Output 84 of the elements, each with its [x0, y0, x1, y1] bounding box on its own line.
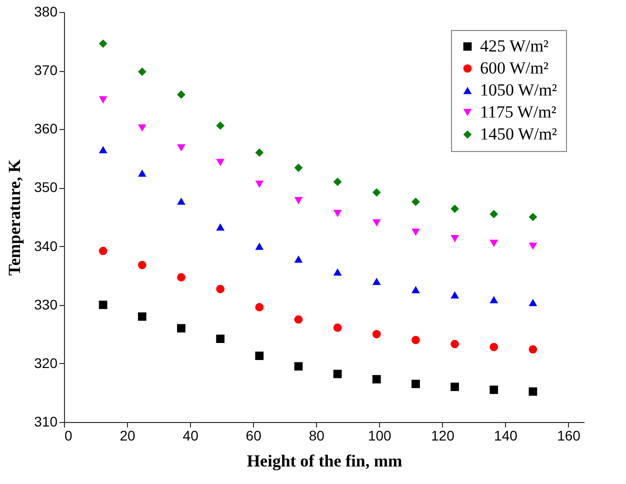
point: [372, 330, 381, 338]
point: [294, 196, 303, 204]
point: [333, 210, 342, 218]
point: [412, 286, 420, 294]
point: [216, 284, 224, 294]
point: [177, 273, 186, 282]
legend-label: 1175 W/m²: [480, 102, 556, 122]
y-tick-label: 350: [34, 179, 58, 196]
point: [528, 298, 538, 306]
point: [372, 375, 381, 384]
point: [450, 204, 459, 213]
point: [255, 148, 264, 157]
y-tick-label: 310: [34, 414, 58, 430]
point: [412, 336, 420, 344]
point: [333, 370, 342, 378]
point: [333, 324, 342, 332]
point: [138, 169, 146, 177]
legend-label: 425 W/m²: [480, 36, 549, 56]
point: [216, 158, 224, 166]
legend-label: 1050 W/m²: [480, 80, 558, 100]
point: [450, 291, 459, 299]
point: [255, 352, 264, 360]
point: [255, 180, 264, 188]
x-axis-title: Height of the fin, mm: [246, 452, 402, 470]
y-tick-label: 370: [34, 62, 58, 78]
point: [490, 240, 498, 247]
point: [372, 188, 381, 197]
point: [412, 380, 420, 388]
point: [294, 315, 303, 324]
point: [412, 228, 420, 236]
point: [490, 296, 498, 304]
y-tick-label: 380: [34, 4, 58, 20]
legend-label: 1450 W/m²: [480, 124, 558, 144]
x-tick-label: 40: [182, 428, 199, 444]
point: [216, 121, 224, 130]
point: [138, 312, 146, 321]
y-tick-label: 340: [34, 238, 58, 254]
point: [177, 144, 186, 152]
x-tick-label: 120: [431, 428, 455, 444]
point: [177, 324, 186, 332]
y-tick-label: 320: [34, 354, 58, 371]
point: [528, 345, 538, 354]
x-tick-label: 20: [120, 428, 136, 444]
point: [138, 68, 146, 76]
y-tick-label: 330: [34, 296, 58, 312]
point: [450, 235, 459, 242]
y-axis-title: Temperature, K: [5, 158, 24, 276]
point: [412, 198, 420, 206]
point: [294, 256, 303, 263]
x-tick-label: 80: [308, 428, 325, 444]
point: [333, 268, 342, 276]
legend-label: 600 W/m²: [480, 58, 549, 78]
point: [138, 260, 146, 270]
point: [490, 386, 498, 394]
point: [216, 334, 224, 344]
y-tick-label: 360: [34, 120, 58, 137]
point: [255, 303, 264, 312]
point: [98, 246, 108, 256]
point: [138, 124, 146, 132]
point: [294, 164, 303, 172]
point: [216, 223, 224, 231]
point: [490, 210, 498, 218]
point: [333, 178, 342, 186]
x-tick-label: 100: [368, 428, 392, 444]
point: [450, 340, 459, 348]
point: [98, 39, 108, 48]
point: [98, 96, 108, 104]
point: [528, 387, 538, 396]
point: [255, 242, 264, 250]
x-tick-label: 60: [246, 428, 262, 444]
x-tick-label: 140: [494, 428, 518, 444]
x-tick-label: 0: [64, 428, 72, 444]
point: [490, 342, 498, 352]
point: [98, 300, 108, 310]
point: [528, 212, 538, 222]
point: [177, 198, 186, 205]
point: [450, 382, 459, 392]
point: [98, 146, 108, 154]
point: [528, 242, 538, 250]
point: [177, 90, 186, 99]
x-tick-label: 160: [557, 428, 581, 444]
point: [294, 362, 303, 371]
point: [372, 219, 381, 226]
point: [372, 278, 381, 286]
